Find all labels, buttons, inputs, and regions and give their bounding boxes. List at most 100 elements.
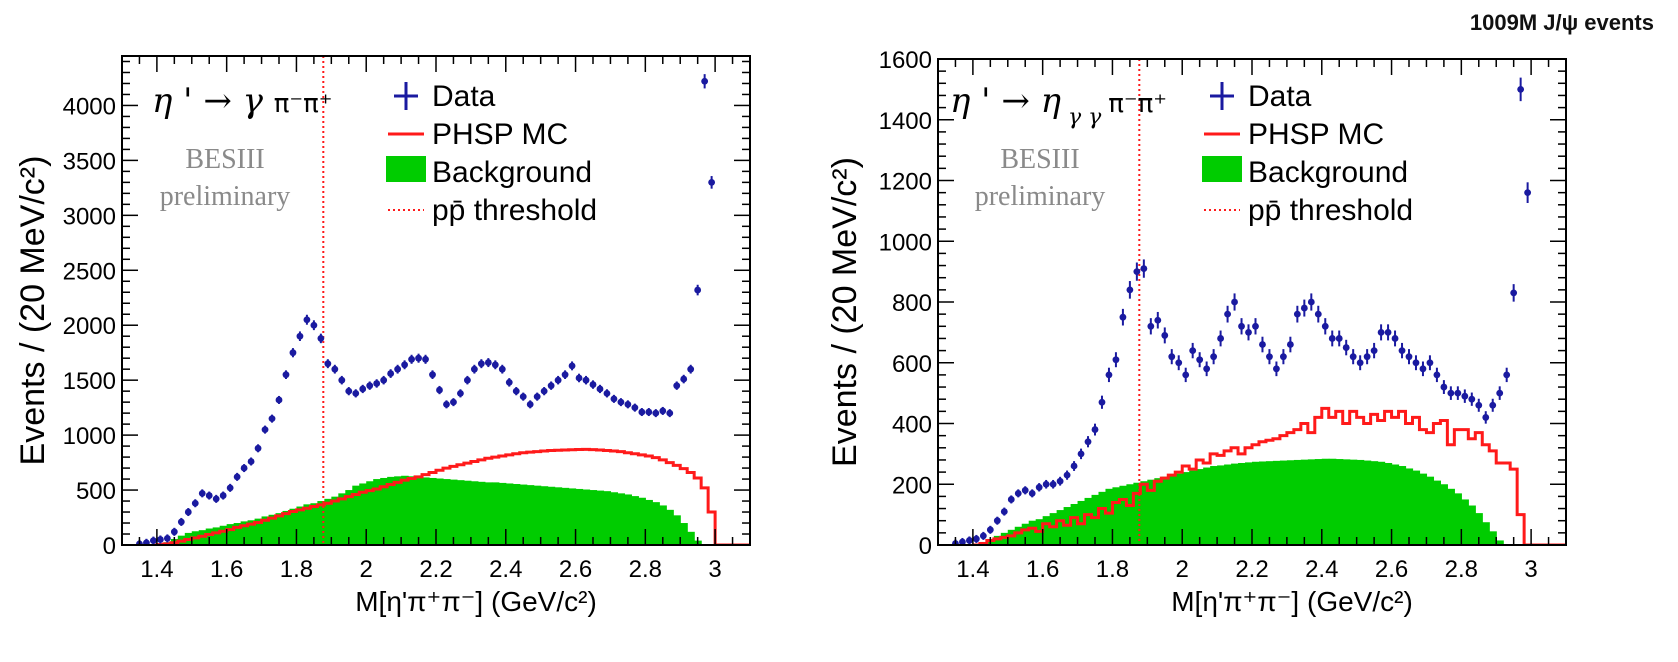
background-bar [1447, 488, 1455, 545]
data-point [1133, 268, 1141, 276]
background-bar [1356, 459, 1365, 545]
data-point [498, 365, 506, 373]
data-point [1203, 365, 1211, 373]
background-bar [226, 524, 235, 545]
legend-label-threshold: pp̄ threshold [432, 194, 597, 227]
background-bar [1363, 460, 1372, 545]
background-bar [519, 484, 528, 545]
background-bar [1419, 473, 1428, 545]
data-point [1489, 401, 1497, 409]
data-point [484, 359, 492, 366]
background-bar [1245, 462, 1253, 545]
data-point [401, 361, 408, 369]
background-bar [491, 482, 500, 545]
data-point [1398, 347, 1406, 354]
data-point [1426, 359, 1434, 367]
data-point [261, 426, 269, 434]
background-histogram [972, 458, 1504, 545]
data-point [561, 371, 569, 379]
data-point [1433, 371, 1441, 379]
background-bar [1056, 510, 1065, 545]
preliminary-label-2: preliminary [975, 181, 1106, 212]
data-point [959, 538, 966, 545]
data-point [324, 360, 332, 368]
background-bar [1049, 513, 1058, 545]
background-bar [1307, 459, 1316, 545]
background-bar [456, 480, 465, 545]
data-point [1077, 450, 1085, 458]
data-point [617, 398, 625, 406]
data-point [1140, 265, 1148, 272]
x-tick-label: 2.2 [1235, 556, 1268, 583]
data-point [268, 415, 276, 423]
data-point [638, 408, 646, 416]
x-tick-label: 1.8 [280, 556, 313, 583]
background-bar [1440, 484, 1448, 545]
background-bar [1252, 461, 1260, 545]
data-point [1384, 328, 1392, 336]
background-bar [247, 520, 256, 545]
background-bar [1482, 522, 1490, 545]
data-point [1049, 480, 1057, 488]
data-point [1377, 328, 1385, 336]
background-bar [1154, 478, 1162, 545]
data-point [1266, 353, 1273, 361]
data-point [1342, 344, 1350, 351]
background-bar [1454, 493, 1462, 545]
background-bar [1147, 479, 1155, 545]
data-point [408, 355, 415, 363]
data-point [687, 365, 695, 373]
background-bar [1182, 472, 1190, 545]
data-point [345, 387, 353, 395]
background-bar [1098, 491, 1107, 545]
data-point [1070, 462, 1078, 470]
data-point [1391, 335, 1399, 342]
background-bar [380, 477, 388, 545]
data-point [282, 371, 290, 379]
data-point [177, 518, 185, 526]
background-bar [1342, 459, 1351, 545]
data-point [554, 376, 562, 384]
data-point [394, 365, 402, 373]
background-bar [1168, 475, 1176, 545]
data-point [603, 389, 611, 397]
data-point [631, 404, 639, 412]
background-bar [449, 479, 458, 545]
background-bar [1126, 484, 1134, 545]
data-point [1440, 383, 1448, 391]
background-bar [673, 515, 681, 545]
data-point [1238, 322, 1245, 330]
background-bar [254, 518, 263, 545]
data-point [1300, 304, 1308, 312]
background-bar [1175, 473, 1183, 545]
dataset-note: 1009M J/ψ events [1469, 10, 1654, 35]
y-tick-label: 1200 [879, 169, 932, 196]
background-bar [1021, 523, 1030, 545]
data-point [163, 535, 171, 542]
data-point [1293, 310, 1301, 318]
background-bar [212, 527, 221, 545]
background-bar [1224, 464, 1232, 545]
y-tick-label: 4000 [63, 93, 116, 120]
data-point [1119, 313, 1127, 321]
y-tick-label: 0 [919, 533, 932, 560]
background-bar [1496, 540, 1504, 545]
background-bar [1293, 459, 1302, 545]
data-point [205, 492, 213, 499]
data-point [1524, 189, 1532, 197]
data-point [373, 380, 381, 387]
background-bar [1412, 470, 1421, 545]
background-bar [526, 485, 535, 545]
background-bar [1189, 470, 1197, 545]
data-point [226, 484, 234, 492]
data-point [331, 365, 339, 373]
data-point [464, 376, 471, 384]
background-bar [1203, 467, 1211, 545]
background-bar [1300, 459, 1309, 545]
background-bar [359, 483, 367, 545]
data-point [1161, 332, 1169, 339]
data-point [1154, 316, 1162, 324]
background-bar [219, 525, 228, 545]
data-point [1517, 85, 1525, 93]
